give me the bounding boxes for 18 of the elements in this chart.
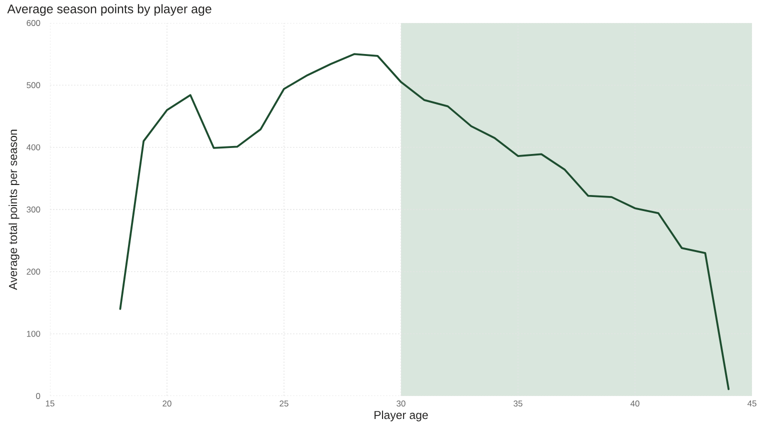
x-tick-label: 30 (396, 400, 406, 407)
x-tick-label: 45 (747, 400, 756, 406)
y-tick-label: 300 (26, 206, 40, 212)
x-tick-label: 25 (280, 400, 288, 407)
y-tick-label: 100 (26, 330, 40, 337)
y-tick-label: 0 (36, 393, 40, 399)
x-tick-label: 35 (514, 400, 522, 407)
y-tick-label: 500 (26, 82, 40, 88)
line-series (119, 53, 730, 390)
x-tick-label: 20 (162, 400, 172, 407)
x-tick-label: 40 (630, 400, 640, 407)
chart-title: Average season points by player age (7, 4, 212, 16)
x-axis-title: Player age (374, 410, 428, 422)
y-axis-title: Average total points per season (8, 130, 20, 290)
y-tick-label: 600 (26, 20, 40, 26)
y-tick-label: 200 (26, 268, 40, 275)
y-tick-label: 400 (26, 144, 40, 150)
x-tick-label: 15 (46, 400, 54, 406)
